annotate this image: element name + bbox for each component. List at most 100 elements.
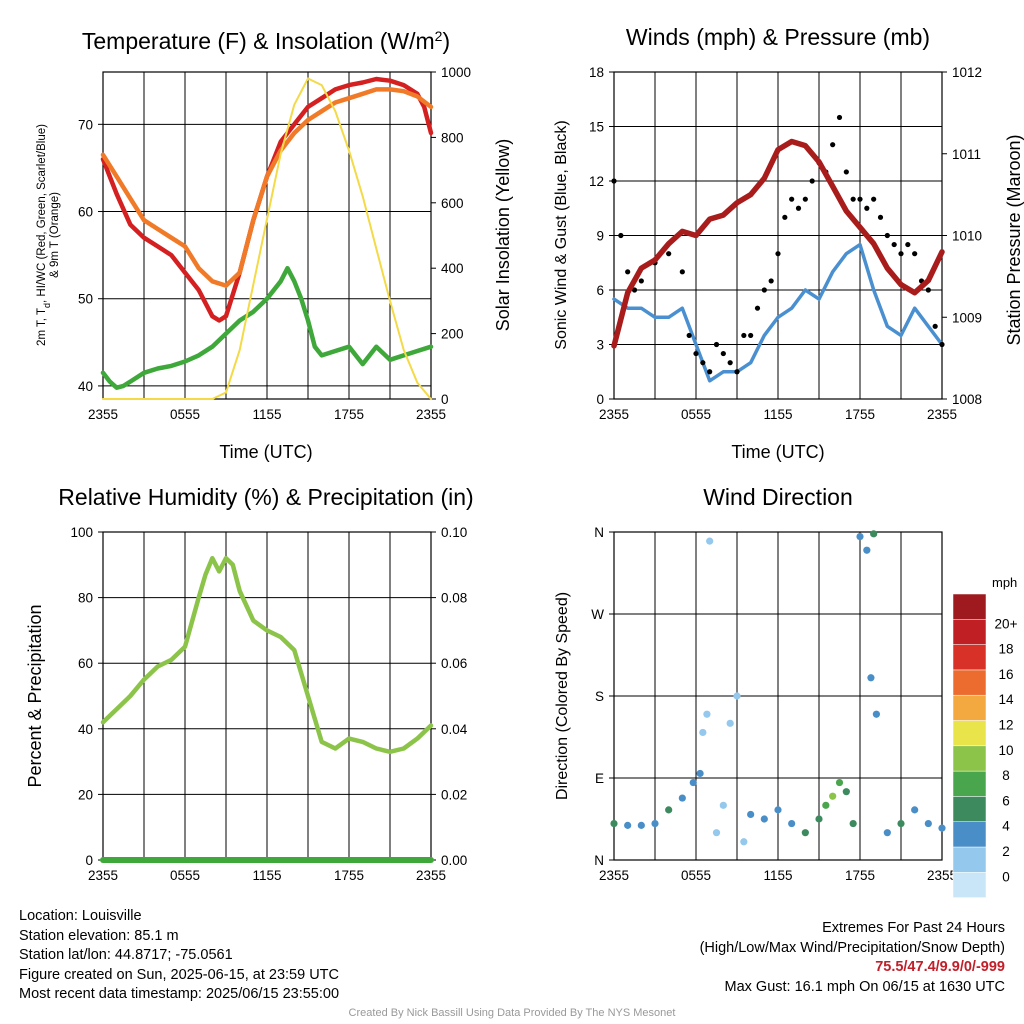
gust-point xyxy=(795,205,802,211)
direction-point xyxy=(883,829,891,837)
colorbar-swatch xyxy=(952,669,987,696)
direction-point xyxy=(637,821,645,829)
tick-label-left: 60 xyxy=(78,205,93,220)
station-location: Location: Louisville xyxy=(19,908,142,924)
temperature-xlabel: Time (UTC) xyxy=(219,442,312,462)
gust-point xyxy=(939,341,945,348)
tick-label-right: 1010 xyxy=(952,229,982,244)
colorbar-label: 18 xyxy=(998,642,1013,657)
direction-point xyxy=(706,537,714,545)
tick-label-right: 1008 xyxy=(952,392,982,407)
gust-point xyxy=(686,332,692,339)
colorbar-swatch xyxy=(952,720,987,747)
tick-label-x: 1755 xyxy=(845,407,875,422)
tick-label-left: 6 xyxy=(596,283,604,298)
colorbar-label: 16 xyxy=(998,667,1013,682)
tick-label-x: 0555 xyxy=(681,407,711,422)
direction-point xyxy=(870,530,878,538)
direction-ylabel-left: Direction (Colored By Speed) xyxy=(554,592,571,800)
gust-point xyxy=(802,196,808,202)
tick-label-x: 2355 xyxy=(927,407,957,422)
station-latlon: Station lat/lon: 44.8717; -75.0561 xyxy=(19,947,233,963)
direction-point xyxy=(911,806,919,814)
direction-point xyxy=(774,806,782,814)
direction-point xyxy=(696,769,704,778)
tick-label-x: 2355 xyxy=(416,868,446,883)
tick-label-x: 2355 xyxy=(599,868,629,883)
colorbar-swatch xyxy=(952,745,987,772)
tick-label-left: 0 xyxy=(596,392,604,407)
colorbar-swatch xyxy=(952,770,987,797)
gust-point xyxy=(912,251,918,257)
gust-point xyxy=(713,341,720,348)
colorbar-label: 0 xyxy=(1002,869,1010,884)
tick-label-x: 0555 xyxy=(170,407,200,422)
gust-point xyxy=(782,214,788,220)
tick-label-x: 0555 xyxy=(170,868,200,883)
direction-point xyxy=(624,821,632,829)
tick-label-left: E xyxy=(595,771,604,786)
tick-label-left: 12 xyxy=(589,174,604,189)
direction-point xyxy=(849,819,857,828)
humidity-title: Relative Humidity (%) & Precipitation (i… xyxy=(58,484,473,510)
temperature-ylabel-left-2: & 9m T (Orange) xyxy=(49,192,61,278)
tick-label-right: 0.00 xyxy=(441,853,467,868)
tick-label-left: 80 xyxy=(78,591,93,606)
panel-1: 0 3 6 9 12 15 18 1008 1009 1010 1011 1012 2355 0555 11… xyxy=(589,65,982,422)
temperature-ylabel-left: 2m T, Td, HI/WC (Red, Green, Scarlet/Blu… xyxy=(36,124,52,346)
tick-label-x: 1155 xyxy=(252,407,281,422)
tick-label-right: 0.02 xyxy=(441,787,467,802)
direction-point xyxy=(699,728,707,737)
tick-label-left: 3 xyxy=(596,338,604,353)
tick-label-x: 1755 xyxy=(334,868,364,883)
colorbar-label: 12 xyxy=(998,718,1013,733)
gust-point xyxy=(871,196,877,202)
direction-point xyxy=(760,815,768,823)
tick-label-left: 0 xyxy=(85,853,93,868)
direction-point xyxy=(747,810,755,819)
humidity-ylabel-left: Percent & Precipitation xyxy=(25,604,45,787)
direction-point xyxy=(665,806,673,814)
gust-point xyxy=(850,196,856,202)
tick-label-left: 9 xyxy=(596,229,604,244)
gust-point xyxy=(707,369,713,375)
winds-title: Winds (mph) & Pressure (mb) xyxy=(626,24,930,50)
direction-point xyxy=(924,819,932,828)
tick-label-x: 1155 xyxy=(763,407,792,422)
gust-point xyxy=(693,350,699,357)
tick-label-right: 0.10 xyxy=(441,525,467,540)
plot-frame xyxy=(613,71,943,400)
tick-label-x: 2355 xyxy=(599,407,629,422)
direction-point xyxy=(872,710,881,718)
extremes-title: Extremes For Past 24 Hours xyxy=(822,920,1005,936)
colorbar-swatch xyxy=(952,821,987,848)
gust-point xyxy=(618,232,624,239)
tick-label-right: 1000 xyxy=(441,65,471,80)
direction-title: Wind Direction xyxy=(703,484,853,510)
direction-point xyxy=(740,838,748,846)
extremes-info: Extremes For Past 24 Hours (High/Low/Max… xyxy=(700,919,1005,997)
gust-point xyxy=(679,269,685,275)
direction-point xyxy=(610,819,618,828)
gust-point xyxy=(877,214,884,220)
tick-label-right: 0.06 xyxy=(441,656,467,671)
direction-point xyxy=(788,819,796,828)
series-relative-humidity xyxy=(100,555,434,755)
temperature-title: Temperature (F) & Insolation (W/m2) xyxy=(82,28,450,54)
colorbar-swatch xyxy=(952,694,987,721)
extremes-values: 75.5/47.4/9.9/0/-999 xyxy=(875,959,1005,975)
direction-point xyxy=(815,815,823,823)
gust-point xyxy=(700,360,706,366)
direction-point xyxy=(726,719,734,727)
tick-label-right: 600 xyxy=(441,196,464,211)
direction-point xyxy=(719,801,727,809)
gust-point xyxy=(761,287,767,293)
gust-point xyxy=(843,169,849,175)
tick-label-left: 15 xyxy=(589,120,604,135)
winds-ylabel-right: Station Pressure (Maroon) xyxy=(1004,134,1024,345)
direction-point xyxy=(835,778,844,787)
tick-label-left: 18 xyxy=(589,65,604,80)
direction-point xyxy=(863,546,871,554)
